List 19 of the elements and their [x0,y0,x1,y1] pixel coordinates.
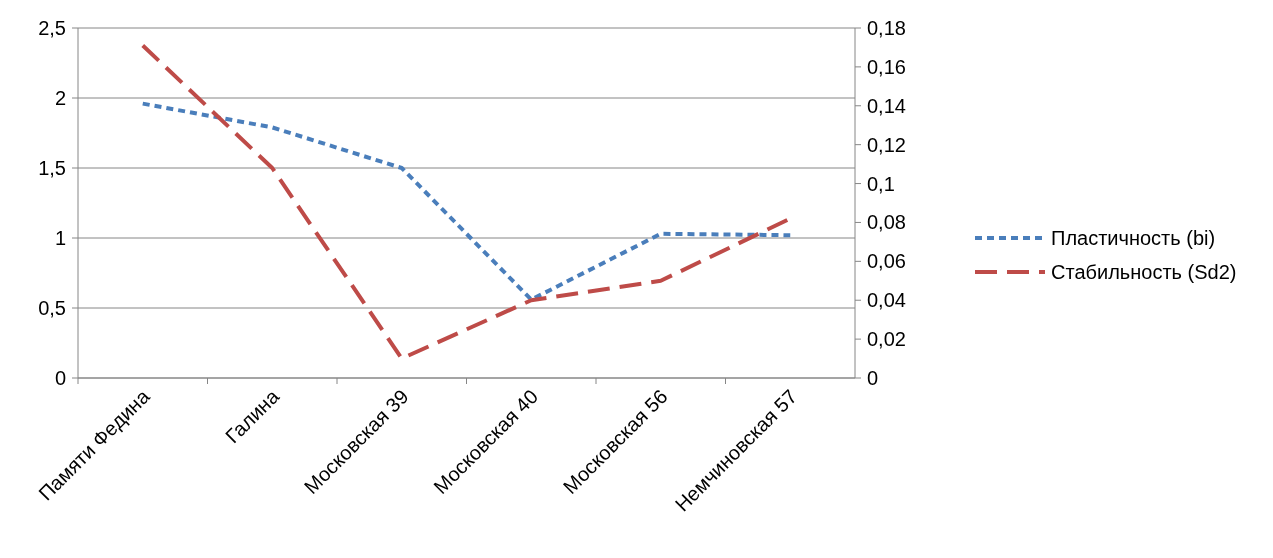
y2-tick-label: 0,14 [867,94,906,117]
legend-label: Стабильность (Sd2) [1051,261,1237,283]
line-series [140,101,793,302]
y2-tick-label: 0,1 [867,172,895,195]
y-tick-label: 2 [54,87,66,109]
y2-tick-label: 0 [867,367,879,389]
y2-tick-label: 0,08 [867,211,906,234]
y-tick-label: 1,5 [38,157,66,179]
y2-tick-label: 0,12 [867,133,906,156]
y-tick-label: 1 [54,227,66,249]
y2-tick-label: 0,02 [867,328,906,351]
y-tick-label: 0 [54,367,66,389]
legend-label: Пластичность (bi) [1051,227,1216,249]
y2-tick-label: 0,16 [867,55,906,78]
y-tick-label: 2,5 [38,17,66,39]
y2-tick-label: 0,06 [867,250,906,273]
y2-tick-label: 0,04 [867,289,906,312]
y2-tick-label: 0,18 [867,17,906,39]
y-tick-label: 0,5 [38,297,66,319]
